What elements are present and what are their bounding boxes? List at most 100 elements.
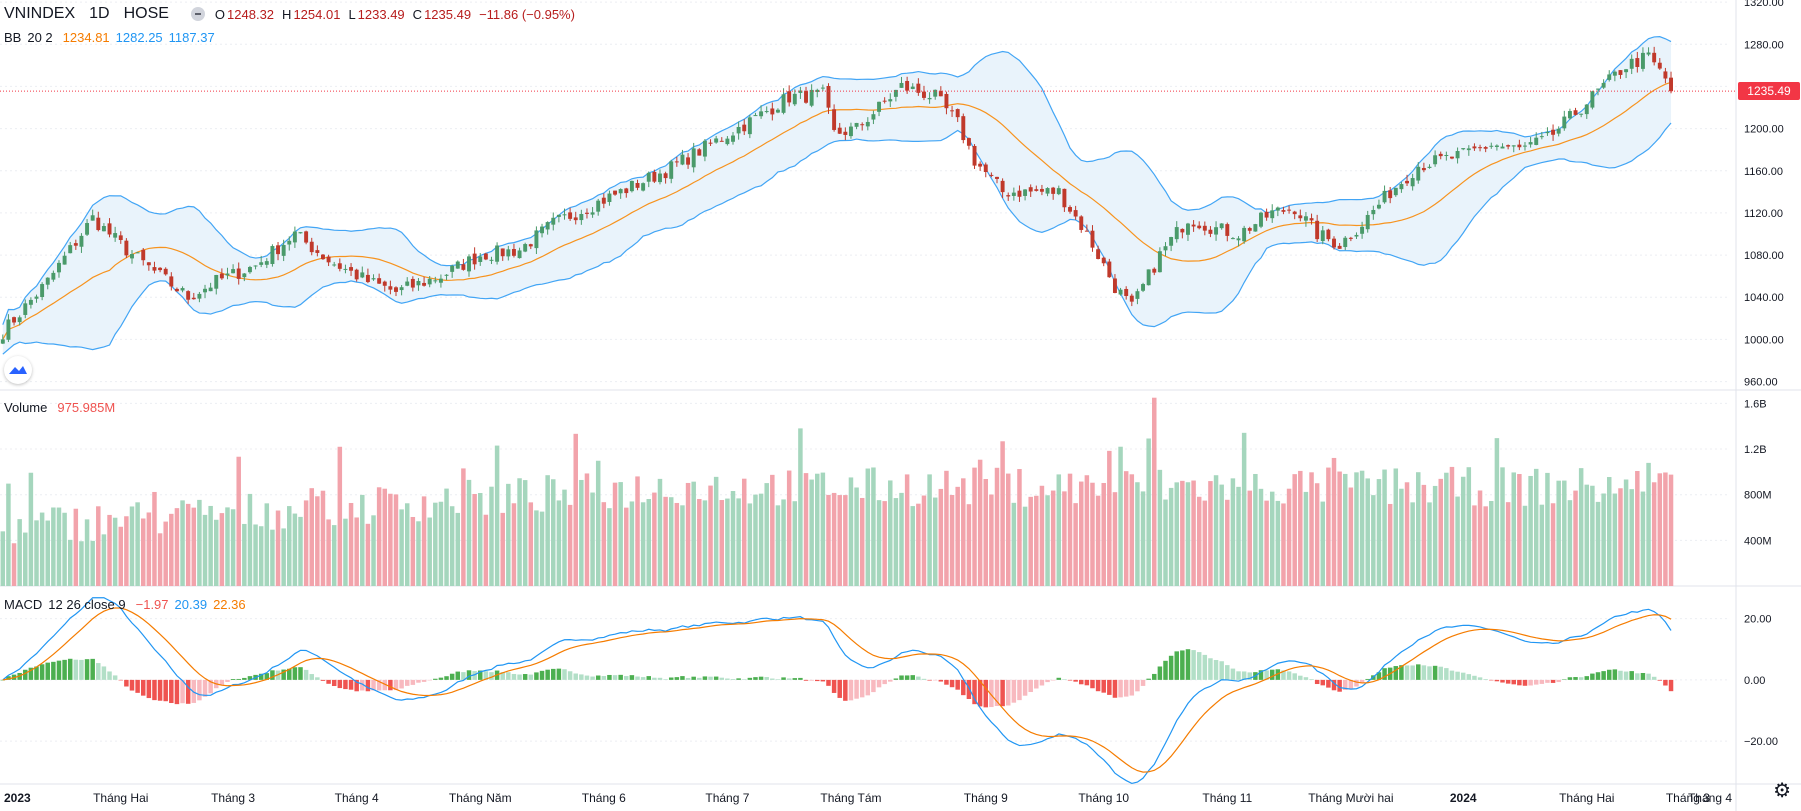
candle-body (837, 127, 842, 134)
macd-histogram-bar (1421, 665, 1427, 680)
candle-body (124, 240, 129, 256)
macd-histogram-bar (1562, 679, 1567, 680)
candle-body (438, 278, 443, 283)
candle-body (1186, 223, 1190, 235)
candle-body (174, 288, 179, 292)
macd-histogram-bar (1348, 679, 1354, 689)
price-axis-tick: 1160.00 (1744, 166, 1783, 178)
volume-bar (680, 505, 685, 586)
volume-bar (534, 510, 539, 586)
gear-icon[interactable]: ⚙ (1773, 780, 1791, 802)
candle-body (427, 278, 432, 285)
candle-body (1416, 166, 1421, 181)
candle-body (208, 287, 213, 292)
macd-histogram-bar (1050, 679, 1056, 681)
candle-body (551, 217, 556, 225)
volume-bar (287, 506, 292, 586)
macd-histogram-bar (1129, 679, 1135, 696)
volume-bar (882, 501, 887, 586)
macd-histogram-bar (1168, 655, 1174, 680)
candle-body (1287, 209, 1292, 211)
macd-histogram-bar (590, 676, 595, 680)
candle-body (798, 90, 803, 93)
volume-bar (775, 505, 781, 586)
volume-bar (1281, 503, 1286, 586)
volume-bar (96, 506, 101, 586)
candle-body (854, 122, 859, 127)
candle-body (995, 176, 999, 179)
volume-bar (1247, 490, 1253, 586)
volume-bar (573, 433, 578, 586)
volume-bar (1191, 480, 1196, 586)
candle-body (1646, 52, 1651, 55)
candle-body (259, 262, 264, 265)
candle-body (337, 263, 342, 269)
macd-histogram-bar (354, 679, 359, 692)
macd-histogram-bar (1404, 665, 1410, 680)
volume-bar (607, 508, 612, 586)
volume-bar (1213, 475, 1219, 586)
macd-line (2, 597, 1672, 785)
macd-histogram-bar (1601, 671, 1606, 680)
bb-legend[interactable]: BB 20 2 1234.81 1282.25 1187.37 (4, 30, 215, 45)
candle-body (1062, 188, 1067, 208)
tradingview-logo-icon[interactable] (4, 356, 32, 384)
volume-bar (146, 512, 152, 586)
macd-histogram-bar (612, 675, 618, 680)
volume-bar (135, 502, 140, 586)
candle-body (1174, 227, 1179, 240)
collapse-icon[interactable] (190, 7, 205, 21)
bb-upper-line (2, 36, 1672, 325)
candle-body (1090, 230, 1095, 248)
candle-body (584, 212, 589, 214)
macd-histogram-bar (562, 669, 567, 680)
macd-histogram-bar (1612, 669, 1618, 680)
candle-body (1601, 82, 1606, 88)
volume-bar (888, 480, 893, 586)
volume-bar (1623, 479, 1629, 586)
volume-bar (1298, 470, 1303, 586)
volume-bar (1320, 501, 1326, 586)
candle-body (1275, 207, 1280, 211)
volume-bar (652, 492, 657, 586)
volume-bar (1045, 495, 1050, 586)
volume-bar (770, 474, 775, 586)
macd-histogram-bar (1623, 671, 1629, 680)
volume-bar (1073, 503, 1078, 586)
symbol-name[interactable]: VNINDEX (4, 5, 76, 22)
volume-bar (1657, 473, 1663, 586)
volume-bar (348, 502, 354, 586)
macd-histogram-bar (124, 679, 129, 687)
candle-body (613, 190, 618, 195)
volume-bar (1444, 472, 1449, 586)
candle-body (658, 173, 662, 183)
macd-histogram-bar (79, 659, 84, 680)
volume-bar (1101, 482, 1106, 586)
interval-label[interactable]: 1D (89, 5, 110, 22)
volume-bar (646, 499, 651, 586)
candle-body (1657, 62, 1662, 69)
volume-bar (1152, 397, 1157, 586)
candle-body (96, 217, 101, 231)
macd-histogram-bar (208, 679, 213, 694)
candle-body (23, 303, 28, 315)
volume-bar (337, 446, 343, 586)
candle-body (944, 93, 949, 109)
candle-body (860, 124, 865, 126)
volume-bar (433, 502, 438, 586)
macd-histogram-bar (927, 679, 932, 681)
candle-body (315, 250, 320, 253)
macd-legend[interactable]: MACD 12 26 close 9 −1.97 20.39 22.36 (4, 597, 246, 612)
volume-legend[interactable]: Volume 975.985M (4, 400, 116, 415)
macd-histogram-bar (1382, 668, 1387, 680)
macd-histogram-bar (1241, 671, 1247, 680)
candle-body (1084, 230, 1089, 232)
macd-histogram-bar (1185, 649, 1191, 680)
macd-histogram-bar (826, 679, 831, 686)
macd-histogram-bar (624, 676, 629, 680)
candle-body (725, 138, 730, 145)
candle-body (708, 142, 713, 144)
candle-body (556, 214, 561, 217)
volume-bar (112, 517, 118, 586)
